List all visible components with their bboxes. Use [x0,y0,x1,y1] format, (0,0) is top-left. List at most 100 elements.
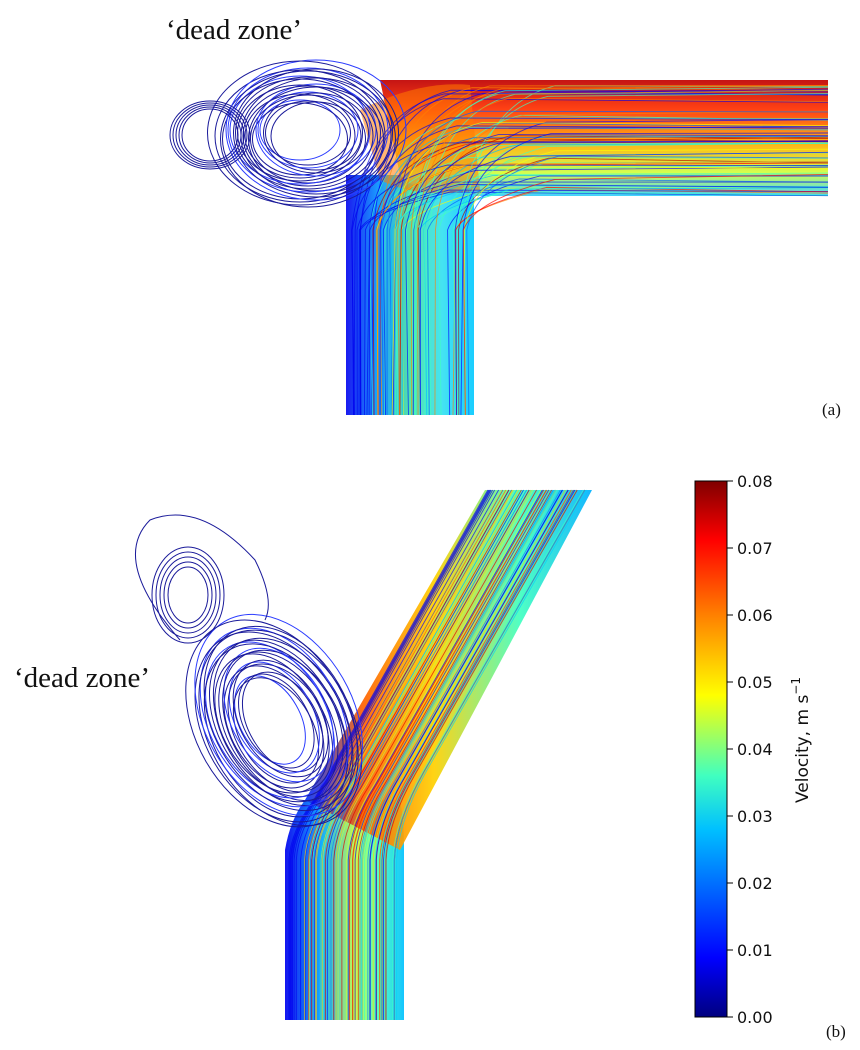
streamline [368,183,829,416]
streamline [379,489,572,1020]
dead-zone-vortex-a [169,59,407,208]
streamline [383,489,576,1020]
streamline [463,148,829,416]
vortex-loop [159,556,217,634]
streamline [406,142,829,416]
dead-zone-label-b: ‘dead zone’ [14,662,151,694]
streamline [380,489,574,1020]
streamline [383,164,829,416]
streamline [361,489,555,1020]
streamline [394,489,586,1020]
vortex-loop [178,106,242,164]
streamline [452,189,829,416]
streamline [314,489,513,1020]
streamline [288,489,489,1020]
streamline [333,489,530,1020]
vortex-loop [175,104,245,166]
streamline [423,89,829,416]
vortex-loop [214,653,330,794]
streamline [295,489,496,1020]
streamline [327,489,524,1020]
streamline [354,489,550,1020]
colorbar-tick-label: 0.08 [737,472,773,491]
streamline [426,187,829,416]
vortex-loop [222,649,348,802]
colorbar-tick-label: 0.04 [737,740,773,759]
vortex-loop [218,651,339,798]
vortex-loop [207,60,393,206]
streamline [349,489,545,1020]
streamline [396,489,588,1020]
streamline [410,93,829,416]
streamline [322,489,520,1020]
streamline [455,186,829,416]
streamline [370,489,564,1020]
streamline [337,489,534,1020]
vortex-loop [214,69,386,203]
colorbar-tick-label: 0.05 [737,673,773,692]
vortex-loop [220,70,396,208]
streamline [357,489,553,1020]
streamline [364,489,558,1020]
colorbar-tick-label: 0.03 [737,807,773,826]
streamline [312,489,511,1020]
vortex-loop [234,675,306,765]
vortex-loop [198,629,363,827]
t-junction-streamlines [169,59,829,416]
streamline [359,489,554,1020]
vortex-loop [263,92,369,174]
streamline [363,181,829,416]
vortex-loop [270,101,362,171]
streamline [372,489,566,1020]
streamline [434,110,829,416]
streamline [316,489,514,1020]
vortex-loop [244,93,356,179]
streamline [391,122,829,416]
streamline [300,489,500,1020]
streamline [367,489,561,1020]
vortex-loop [257,91,359,169]
streamline [379,489,573,1020]
vortex-loop [151,546,225,644]
streamline [385,489,578,1020]
dead-zone-vortex-b [135,514,363,828]
streamline [390,185,829,416]
vortex-loop [265,100,351,166]
vortex-loop [205,641,335,799]
streamline [335,489,532,1020]
vortex-loop [255,83,377,177]
streamline [309,489,508,1020]
velocity-colorbar: 0.00 0.01 0.02 0.03 0.04 0.05 0.06 0.07 0.08 Vel… [694,472,813,1027]
streamline [353,98,829,416]
vortex-loop [194,613,363,817]
streamline [292,489,492,1020]
streamline [351,93,829,416]
streamline [427,178,829,416]
streamline [320,489,518,1020]
vortex-loop [155,551,221,639]
streamline [377,160,829,416]
vortex-loop [241,671,324,773]
streamline [289,489,490,1020]
streamline [395,172,829,416]
vortex-loop [194,631,354,823]
vortex-loop [252,102,348,176]
streamline [304,489,503,1020]
streamline [341,489,537,1020]
y-junction-streamlines [135,489,592,1020]
streamline [311,489,510,1020]
vortex-loop [208,639,344,803]
streamline [386,110,829,416]
streamline [414,191,829,416]
vortex-loop [167,566,209,624]
streamline [374,489,568,1020]
vortex-loop [242,85,374,187]
colorbar-tick-label: 0.01 [737,941,773,960]
vortex-loop [163,561,213,629]
vortex-loop [135,514,269,641]
vortex-loop [212,637,353,807]
vortex-loop [248,86,384,192]
streamline [447,175,829,416]
streamline [375,489,569,1020]
vortex-loop [229,75,371,185]
